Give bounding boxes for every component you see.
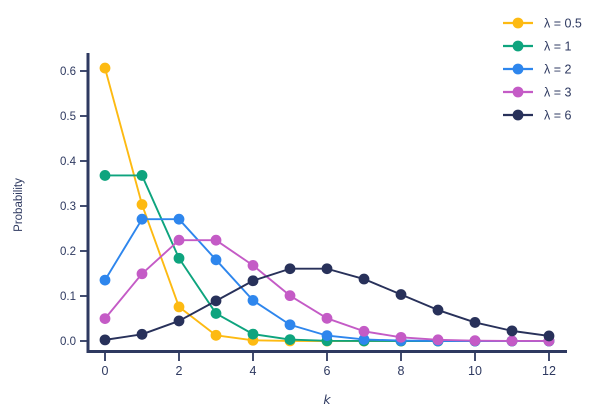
x-tick-label: 10 — [468, 364, 482, 378]
x-tick-label: 12 — [542, 364, 556, 378]
data-point — [210, 329, 222, 341]
legend-item-lambda-4: λ = 6 — [503, 109, 571, 123]
series-line — [104, 267, 550, 341]
y-tick-label: 0.6 — [60, 66, 76, 78]
data-point — [284, 263, 296, 275]
y-tick-label: 0.0 — [60, 336, 76, 348]
legend-marker-dot — [512, 109, 524, 121]
data-point — [432, 334, 444, 346]
data-point — [99, 170, 111, 181]
y-tick-label: 0.4 — [60, 156, 77, 168]
series-lambda-0 — [99, 62, 555, 347]
y-tick-label: 0.2 — [60, 246, 76, 258]
legend-marker-dot — [512, 86, 524, 98]
data-point — [321, 330, 333, 341]
data-point — [210, 234, 222, 246]
data-point — [99, 313, 111, 324]
x-tick-label: 0 — [102, 364, 109, 378]
data-point — [210, 308, 222, 319]
data-point — [173, 301, 185, 313]
data-point — [469, 317, 481, 328]
legend: λ = 0.5 λ = 1 λ = 2 λ = 3 λ = 6 — [503, 17, 582, 123]
legend-label: λ = 3 — [544, 86, 571, 100]
data-point — [173, 234, 185, 246]
legend-item-lambda-3: λ = 3 — [503, 86, 571, 100]
axes: 0.0 0.1 0.2 0.3 0.4 0.5 0.6 0 2 4 6 8 10 12 — [60, 53, 567, 378]
data-point — [173, 213, 185, 225]
data-point — [247, 275, 259, 287]
data-point — [506, 325, 518, 337]
legend-label: λ = 0.5 — [544, 17, 582, 31]
y-axis-title: Probability — [13, 178, 25, 232]
x-axis-title: k — [323, 392, 331, 407]
data-point — [469, 335, 481, 347]
y-tick-label: 0.5 — [60, 111, 76, 123]
data-point — [210, 254, 222, 266]
x-tick-label: 2 — [176, 364, 183, 378]
series-lambda-4 — [99, 263, 555, 346]
data-point — [358, 273, 370, 285]
data-point — [284, 319, 296, 331]
data-point — [173, 252, 185, 264]
legend-item-lambda-1: λ = 1 — [503, 40, 571, 54]
legend-marker-dot — [512, 40, 524, 52]
legend-item-lambda-0: λ = 0.5 — [503, 17, 582, 31]
data-point — [432, 304, 444, 316]
data-point — [247, 295, 259, 306]
x-tick-label: 6 — [324, 364, 331, 378]
data-point — [395, 289, 407, 300]
data-point — [136, 268, 148, 280]
legend-marker-dot — [512, 17, 524, 29]
x-tick-label: 4 — [250, 364, 257, 378]
legend-label: λ = 1 — [544, 40, 571, 54]
series-layer — [99, 62, 555, 347]
data-point — [247, 260, 259, 271]
legend-label: λ = 2 — [544, 63, 571, 77]
data-point — [136, 199, 148, 210]
data-point — [506, 335, 518, 347]
data-point — [358, 334, 370, 345]
data-point — [321, 312, 333, 324]
data-point — [284, 290, 296, 302]
data-point — [247, 328, 259, 340]
data-point — [284, 334, 296, 346]
data-point — [358, 325, 370, 337]
series-line — [104, 67, 549, 342]
legend-item-lambda-2: λ = 2 — [503, 63, 571, 77]
data-point — [136, 328, 148, 340]
y-tick-label: 0.3 — [60, 201, 76, 213]
legend-label: λ = 6 — [544, 109, 571, 123]
legend-marker-dot — [512, 63, 524, 75]
x-tick-label: 8 — [398, 364, 405, 378]
series-line — [104, 239, 550, 342]
data-point — [136, 213, 148, 225]
data-point — [321, 263, 333, 275]
data-point — [543, 330, 555, 342]
y-tick-label: 0.1 — [60, 291, 76, 303]
data-point — [99, 274, 111, 286]
series-lambda-3 — [99, 234, 555, 347]
data-point — [136, 170, 148, 181]
data-point — [99, 62, 111, 74]
data-point — [210, 295, 222, 307]
data-point — [395, 331, 407, 343]
data-point — [173, 315, 185, 327]
data-point — [99, 334, 111, 346]
